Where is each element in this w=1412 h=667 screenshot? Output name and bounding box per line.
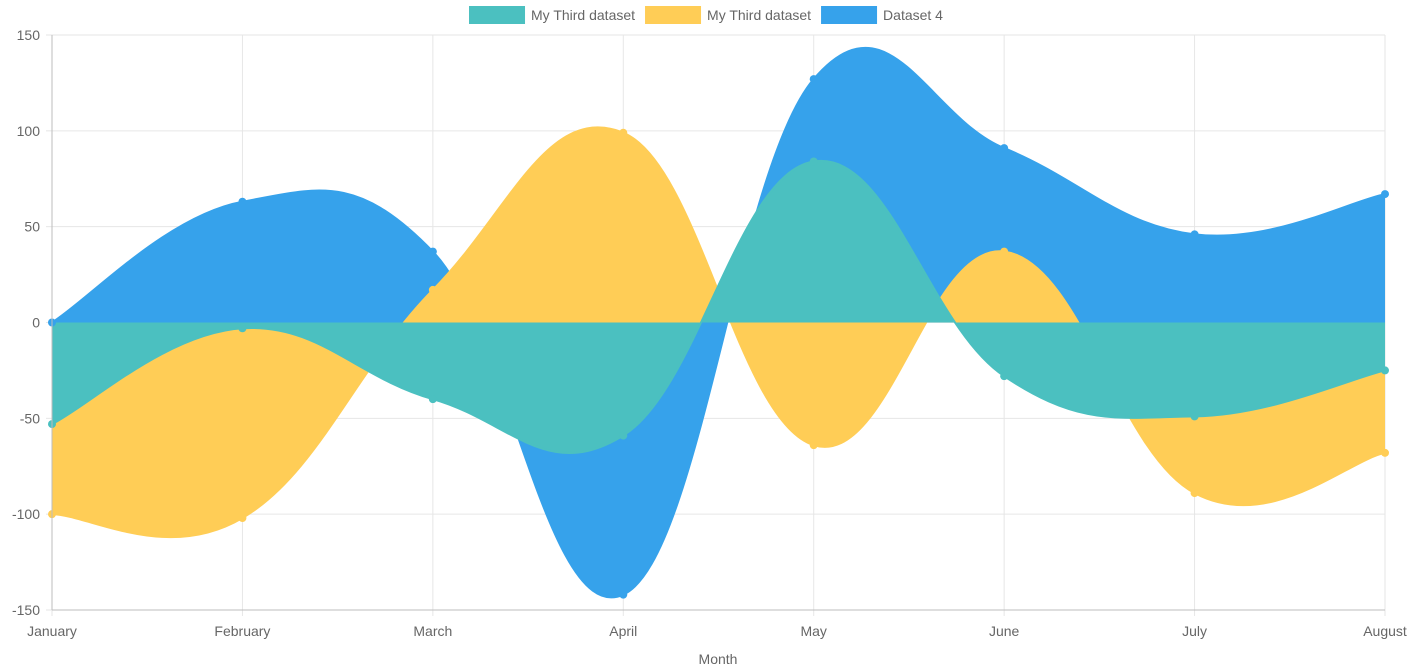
series-line-3 <box>51 46 1386 599</box>
x-tick-label: March <box>413 623 452 639</box>
data-point-series-3[interactable] <box>238 197 247 206</box>
x-tick-label: January <box>27 623 77 639</box>
legend-swatch <box>821 6 878 24</box>
data-point-series-2[interactable] <box>619 128 628 137</box>
data-point-series-2[interactable] <box>1190 489 1199 498</box>
x-tick-label: August <box>1363 623 1407 639</box>
y-tick-label: 0 <box>32 315 40 331</box>
data-point-series-3[interactable] <box>1190 230 1199 239</box>
x-tick-label: June <box>989 623 1020 639</box>
data-point-series-2[interactable] <box>809 441 818 450</box>
legend-swatch <box>469 6 526 24</box>
data-point-series-1[interactable] <box>1381 366 1389 375</box>
legend-swatch <box>645 6 702 24</box>
x-tick-label: April <box>609 623 637 639</box>
legend-item-2[interactable]: My Third dataset <box>645 6 811 24</box>
data-point-series-1[interactable] <box>619 431 628 440</box>
x-tick-label: February <box>214 623 270 639</box>
data-point-series-1[interactable] <box>428 395 437 404</box>
data-point-series-2[interactable] <box>1000 247 1009 256</box>
data-point-series-1[interactable] <box>1190 412 1199 421</box>
legend-item-1[interactable]: My Third dataset <box>469 6 635 24</box>
data-point-series-2[interactable] <box>428 285 437 294</box>
data-point-series-1[interactable] <box>238 324 247 333</box>
legend-label: My Third dataset <box>707 7 811 23</box>
data-point-series-3[interactable] <box>619 590 628 599</box>
axes: 150 100 50 0 -50 -100 -150 January February March… <box>12 27 1407 639</box>
data-point-series-3[interactable] <box>1000 144 1009 153</box>
legend: My Third dataset My Third dataset Dataset … <box>469 6 943 24</box>
data-point-series-3[interactable] <box>428 247 437 256</box>
y-tick-label: 100 <box>17 123 41 139</box>
data-point-series-2[interactable] <box>238 514 247 522</box>
x-tick-label: July <box>1182 623 1207 639</box>
x-tick-label: May <box>800 623 826 639</box>
y-tick-label: -150 <box>12 602 40 618</box>
legend-label: Dataset 4 <box>883 7 943 23</box>
y-tick-label: 50 <box>24 219 40 235</box>
legend-item-3[interactable]: Dataset 4 <box>821 6 943 24</box>
data-point-series-2[interactable] <box>1381 448 1389 457</box>
y-tick-label: 150 <box>17 27 41 43</box>
series-area-3 <box>52 47 1385 598</box>
series-areas <box>51 46 1386 599</box>
y-tick-label: -50 <box>20 410 40 426</box>
data-point-series-3[interactable] <box>809 75 818 84</box>
series-line-2 <box>51 126 1386 539</box>
legend-label: My Third dataset <box>531 7 635 23</box>
series-line-1 <box>51 160 1386 454</box>
data-point-series-1[interactable] <box>1000 372 1009 381</box>
series-points <box>48 75 1389 599</box>
data-point-series-3[interactable] <box>1381 190 1389 199</box>
y-tick-label: -100 <box>12 506 40 522</box>
x-axis-title: Month <box>699 651 738 667</box>
data-point-series-1[interactable] <box>809 157 818 166</box>
